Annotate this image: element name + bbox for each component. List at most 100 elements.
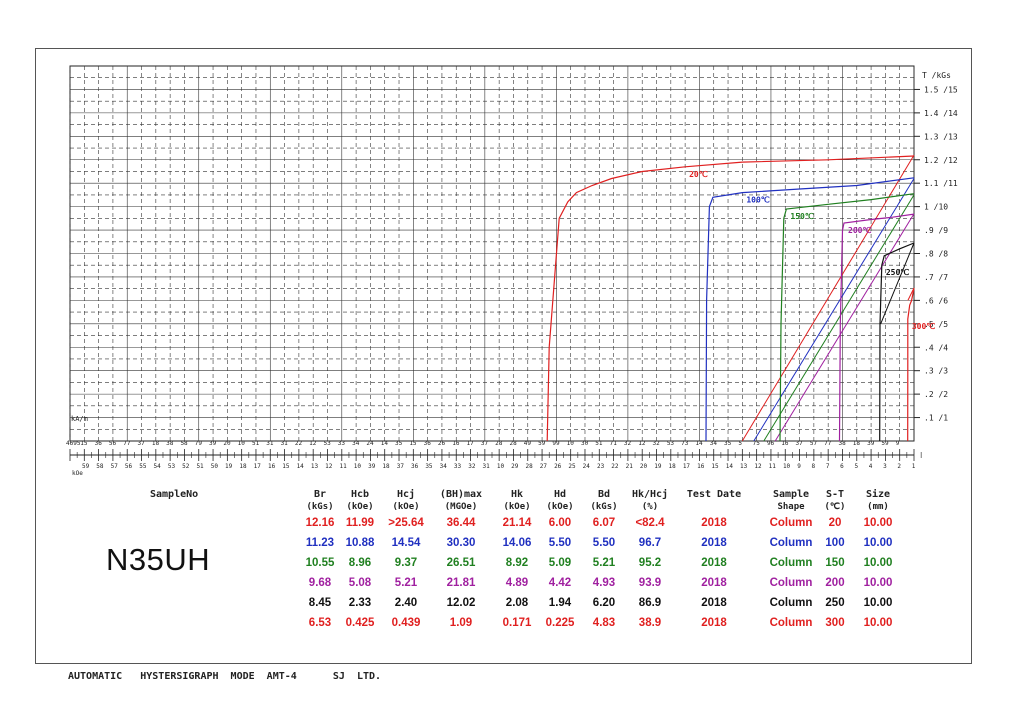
y-tick-label: 1.1 /11 (924, 179, 958, 188)
header-line1: Bd (597, 489, 611, 500)
cell-br: 9.68 (308, 577, 332, 589)
x-tick-label-bottom: 57 (111, 463, 119, 470)
cell-size: 10.00 (863, 557, 893, 569)
header-line1: Hk (510, 489, 524, 500)
cell-hk: 21.14 (502, 517, 532, 529)
header-line2: (kOe) (503, 502, 531, 512)
x-tick-label-top: 53 (323, 440, 331, 447)
x-tick-label-bottom: 24 (583, 463, 591, 470)
column-header-shape: Sample Shape (751, 489, 831, 513)
series-line-1 (705, 177, 915, 442)
cell-hd: 0.225 (545, 617, 575, 629)
x-tick-label-top: 53 (667, 440, 675, 447)
x-tick-label-bottom: 18 (382, 463, 390, 470)
cell-st: 100 (825, 537, 845, 549)
x-tick-label-top: 16 (452, 440, 460, 447)
x-tick-label-bottom: 16 (697, 463, 705, 470)
y-tick-label: .4 /4 (924, 343, 948, 352)
x-tick-label-bottom: 18 (669, 463, 677, 470)
normal-curve (763, 194, 915, 442)
cell-bd: 6.07 (592, 517, 616, 529)
x-tick-label-top: 18 (853, 440, 861, 447)
y-tick-label: .8 /8 (924, 250, 948, 259)
cell-date: 2018 (701, 517, 727, 529)
y-unit-label: T /kGs (922, 71, 951, 80)
cell-size: 10.00 (863, 597, 893, 609)
x-tick-label-bottom: 6 (840, 463, 844, 470)
header-line2: (kOe) (546, 502, 574, 512)
cell-hkhcj: 93.9 (638, 577, 662, 589)
x-tick-label-bottom: 55 (139, 463, 147, 470)
x-tick-label-top: 12 (638, 440, 646, 447)
x-tick-label-bottom: 50 (211, 463, 219, 470)
series-line-0 (546, 155, 915, 442)
x-tick-label-bottom: 14 (297, 463, 305, 470)
column-header-hk: Hk (kOe) (477, 489, 557, 513)
x-tick-label-top: 71 (610, 440, 618, 447)
x-tick-label-bottom: 39 (368, 463, 376, 470)
demagnetization-chart: T /kGs .1 /1 .2 /2 .3 /3 .4 /4 .5 /5 .6 /6 .7 /… (66, 65, 958, 477)
column-header-bhmax: (BH)max (MGOe) (421, 489, 501, 513)
cell-bd: 5.21 (592, 557, 616, 569)
header-line2: Shape (777, 502, 805, 512)
cell-hcj: 5.21 (394, 577, 418, 589)
x-tick-label-top: 73 (681, 440, 689, 447)
x-tick-label-bottom: 16 (268, 463, 276, 470)
x-tick-label-top: 18 (152, 440, 160, 447)
cell-hd: 5.09 (548, 557, 572, 569)
x-tick-label-bottom: 54 (154, 463, 162, 470)
cell-shape: Column (769, 557, 813, 569)
cell-bd: 6.20 (592, 597, 616, 609)
cell-bhmax: 36.44 (446, 517, 476, 529)
x-tick-label-bottom: 5 (854, 463, 858, 470)
y-tick-label: .7 /7 (924, 273, 948, 282)
x-tick-label-top: 75 (753, 440, 761, 447)
header-line2: (mm) (867, 502, 889, 512)
cell-shape: Column (769, 517, 813, 529)
y-tick-label: .9 /9 (924, 226, 948, 235)
x-tick-label-bottom: 4 (869, 463, 873, 470)
x-tick-label-bottom: 17 (254, 463, 262, 470)
cell-bd: 4.83 (592, 617, 616, 629)
x-tick-label-bottom: 7 (826, 463, 830, 470)
x-tick-label-top: 28 (509, 440, 517, 447)
x-tick-label-top: 37 (481, 440, 489, 447)
header-line2: (℃) (824, 502, 846, 512)
x-tick-label-top: 35 (395, 440, 403, 447)
instrument-footer: AUTOMATIC HYSTERSIGRAPH MODE AMT-4 SJ LT… (68, 671, 382, 682)
cell-st: 250 (825, 597, 845, 609)
x-tick-label-bottom: 15 (711, 463, 719, 470)
x-tick-label-bottom: 29 (511, 463, 519, 470)
column-header-hcj: Hcj (kOe) (366, 489, 446, 513)
header-line1: Hcb (350, 489, 370, 500)
x-tick-label-bottom: 25 (568, 463, 576, 470)
x-tick-label-bottom: 13 (311, 463, 319, 470)
cell-size: 10.00 (863, 617, 893, 629)
x-tick-label-bottom: 22 (611, 463, 619, 470)
header-line2: (kGs) (590, 502, 618, 512)
y-tick-label: .2 /2 (924, 390, 948, 399)
cell-hk: 2.08 (505, 597, 529, 609)
cell-shape: Column (769, 617, 813, 629)
normal-curve (741, 154, 915, 442)
x-tick-label-bottom: 27 (540, 463, 548, 470)
cell-hk: 0.171 (502, 617, 532, 629)
x-tick-label-top: 4695 (66, 440, 81, 447)
x-tick-label-top: 17 (467, 440, 475, 447)
x-tick-label-top: 99 (552, 440, 560, 447)
x-tick-label-top: 37 (138, 440, 146, 447)
column-header-hkhcj: Hk/Hcj (%) (610, 489, 690, 513)
header-line1: S-T (825, 489, 845, 500)
cell-hcb: 10.88 (345, 537, 375, 549)
x-tick-label-top: 31 (281, 440, 289, 447)
y-tick-label: 1.3 /13 (924, 132, 958, 141)
cell-hcb: 0.425 (345, 617, 375, 629)
x-tick-label-top: 34 (710, 440, 718, 447)
x-tick-label-top: 32 (624, 440, 632, 447)
x-tick-label-top: 51 (252, 440, 260, 447)
x-tick-label-bottom: 1 (912, 463, 916, 470)
x-tick-label-bottom: 34 (440, 463, 448, 470)
x-tick-label-bottom: 12 (325, 463, 333, 470)
cell-st: 20 (828, 517, 842, 529)
y-tick-label: 1 /10 (924, 203, 948, 212)
